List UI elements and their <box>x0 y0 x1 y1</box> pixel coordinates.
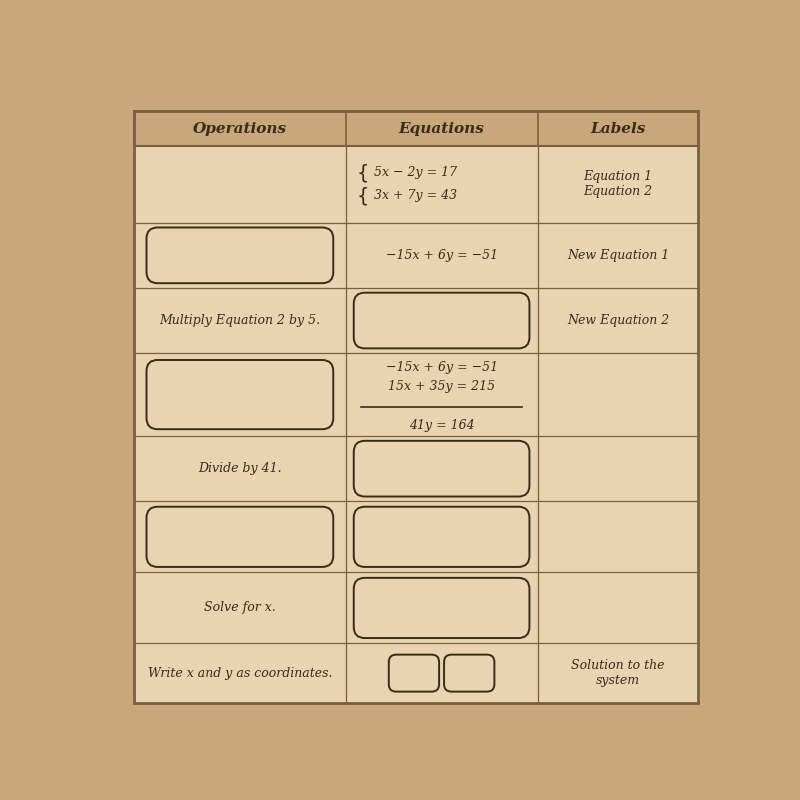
Bar <box>134 502 346 572</box>
Text: Solution to the
system: Solution to the system <box>571 659 665 687</box>
FancyBboxPatch shape <box>354 441 530 497</box>
Bar <box>346 502 538 572</box>
FancyBboxPatch shape <box>146 506 334 567</box>
Bar <box>134 222 346 288</box>
Bar <box>134 288 346 353</box>
Text: Solve for x.: Solve for x. <box>204 602 276 614</box>
Text: Operations: Operations <box>193 122 287 135</box>
FancyBboxPatch shape <box>146 227 334 283</box>
Text: {: { <box>356 186 369 206</box>
Text: −15x + 6y = −51: −15x + 6y = −51 <box>386 249 498 262</box>
Bar <box>134 111 346 146</box>
Bar <box>346 146 538 222</box>
FancyBboxPatch shape <box>354 293 530 348</box>
FancyBboxPatch shape <box>444 654 494 692</box>
Text: Labels: Labels <box>590 122 646 135</box>
Bar <box>346 353 538 436</box>
Bar <box>346 111 538 146</box>
Bar <box>134 436 346 502</box>
Bar <box>346 436 538 502</box>
Bar <box>538 111 698 146</box>
Bar <box>134 572 346 643</box>
Bar <box>538 502 698 572</box>
Bar <box>134 643 346 702</box>
Bar <box>346 572 538 643</box>
Bar <box>538 353 698 436</box>
Bar <box>538 436 698 502</box>
FancyBboxPatch shape <box>354 578 530 638</box>
FancyBboxPatch shape <box>354 506 530 567</box>
Text: Equations: Equations <box>398 122 485 135</box>
Bar <box>134 146 346 222</box>
Bar <box>538 572 698 643</box>
Text: {: { <box>356 163 369 182</box>
Bar <box>538 146 698 222</box>
FancyBboxPatch shape <box>146 360 334 430</box>
Text: Equation 1
Equation 2: Equation 1 Equation 2 <box>583 170 653 198</box>
Text: Multiply Equation 2 by 5.: Multiply Equation 2 by 5. <box>159 314 321 327</box>
Bar <box>346 222 538 288</box>
Text: 5x − 2y = 17: 5x − 2y = 17 <box>374 166 457 179</box>
FancyBboxPatch shape <box>389 654 439 692</box>
Bar <box>538 288 698 353</box>
Text: 41y = 164: 41y = 164 <box>409 418 474 431</box>
Bar <box>134 353 346 436</box>
Text: Write x and y as coordinates.: Write x and y as coordinates. <box>148 666 332 680</box>
Text: New Equation 1: New Equation 1 <box>566 249 669 262</box>
Bar <box>538 222 698 288</box>
Text: New Equation 2: New Equation 2 <box>566 314 669 327</box>
Text: 15x + 35y = 215: 15x + 35y = 215 <box>388 380 495 393</box>
Bar <box>538 643 698 702</box>
Bar <box>346 288 538 353</box>
Text: Divide by 41.: Divide by 41. <box>198 462 282 475</box>
Text: −15x + 6y = −51: −15x + 6y = −51 <box>386 362 498 374</box>
Bar <box>346 643 538 702</box>
Text: 3x + 7y = 43: 3x + 7y = 43 <box>374 190 457 202</box>
